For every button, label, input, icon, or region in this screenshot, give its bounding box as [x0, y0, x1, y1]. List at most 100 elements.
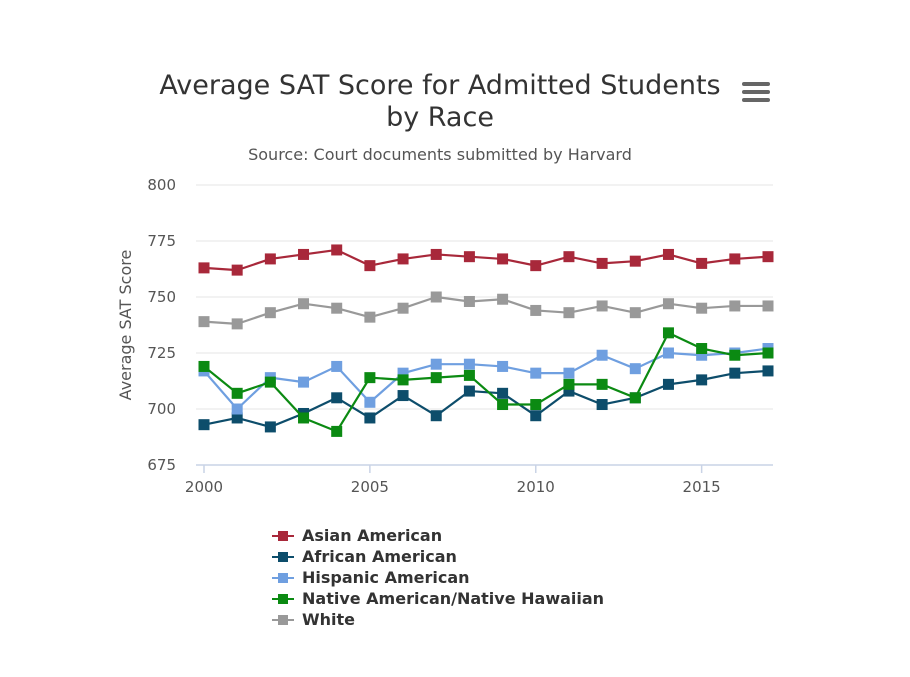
- data-point[interactable]: [497, 399, 509, 411]
- data-point[interactable]: [696, 343, 708, 355]
- data-point[interactable]: [463, 369, 475, 381]
- legend-item[interactable]: Asian American: [272, 525, 604, 546]
- data-point[interactable]: [662, 248, 674, 260]
- data-point[interactable]: [364, 372, 376, 384]
- series-2: [198, 343, 774, 415]
- data-point[interactable]: [563, 367, 575, 379]
- data-point[interactable]: [463, 295, 475, 307]
- legend-item[interactable]: White: [272, 609, 604, 630]
- data-point[interactable]: [231, 403, 243, 415]
- legend-symbol-icon: [272, 530, 294, 542]
- legend-item[interactable]: African American: [272, 546, 604, 567]
- data-point[interactable]: [264, 421, 276, 433]
- data-point[interactable]: [762, 347, 774, 359]
- data-point[interactable]: [596, 300, 608, 312]
- data-point[interactable]: [331, 360, 343, 372]
- data-point[interactable]: [662, 347, 674, 359]
- data-point[interactable]: [596, 349, 608, 361]
- data-point[interactable]: [430, 372, 442, 384]
- data-point[interactable]: [497, 360, 509, 372]
- data-point[interactable]: [364, 412, 376, 424]
- data-point[interactable]: [762, 251, 774, 263]
- data-point[interactable]: [463, 358, 475, 370]
- data-point[interactable]: [331, 302, 343, 314]
- legend-item[interactable]: Native American/Native Hawaiian: [272, 588, 604, 609]
- data-point[interactable]: [364, 260, 376, 272]
- data-point[interactable]: [198, 360, 210, 372]
- data-point[interactable]: [596, 257, 608, 269]
- hamburger-menu-icon[interactable]: [742, 82, 770, 106]
- data-point[interactable]: [264, 376, 276, 388]
- data-point[interactable]: [629, 307, 641, 319]
- data-point[interactable]: [231, 387, 243, 399]
- data-point[interactable]: [530, 410, 542, 422]
- data-point[interactable]: [563, 385, 575, 397]
- data-point[interactable]: [463, 385, 475, 397]
- data-point[interactable]: [198, 419, 210, 431]
- data-point[interactable]: [463, 251, 475, 263]
- y-tick-label: 800: [147, 176, 176, 194]
- series-line: [203, 347, 769, 411]
- data-point[interactable]: [662, 378, 674, 390]
- data-point[interactable]: [264, 253, 276, 265]
- data-point[interactable]: [331, 425, 343, 437]
- data-point[interactable]: [430, 248, 442, 260]
- data-point[interactable]: [198, 316, 210, 328]
- data-point[interactable]: [729, 253, 741, 265]
- data-point[interactable]: [629, 392, 641, 404]
- data-point[interactable]: [662, 298, 674, 310]
- legend-label: Asian American: [302, 526, 443, 545]
- data-point[interactable]: [430, 358, 442, 370]
- data-point[interactable]: [530, 260, 542, 272]
- data-point[interactable]: [397, 367, 409, 379]
- series-line: [203, 331, 769, 433]
- legend-item[interactable]: Hispanic American: [272, 567, 604, 588]
- data-point[interactable]: [497, 253, 509, 265]
- data-point[interactable]: [762, 300, 774, 312]
- data-point[interactable]: [298, 248, 310, 260]
- data-point[interactable]: [497, 293, 509, 305]
- data-point[interactable]: [298, 376, 310, 388]
- legend-label: Native American/Native Hawaiian: [302, 589, 605, 608]
- data-point[interactable]: [696, 257, 708, 269]
- data-point[interactable]: [530, 304, 542, 316]
- data-point[interactable]: [729, 367, 741, 379]
- data-point[interactable]: [563, 378, 575, 390]
- data-point[interactable]: [430, 291, 442, 303]
- data-point[interactable]: [397, 390, 409, 402]
- data-point[interactable]: [530, 367, 542, 379]
- data-point[interactable]: [231, 412, 243, 424]
- data-point[interactable]: [563, 307, 575, 319]
- data-point[interactable]: [696, 374, 708, 386]
- data-point[interactable]: [563, 251, 575, 263]
- data-point[interactable]: [729, 300, 741, 312]
- data-point[interactable]: [331, 392, 343, 404]
- data-point[interactable]: [696, 302, 708, 314]
- data-point[interactable]: [198, 262, 210, 274]
- data-point[interactable]: [364, 311, 376, 323]
- data-point[interactable]: [397, 302, 409, 314]
- data-point[interactable]: [298, 412, 310, 424]
- legend-label: Hispanic American: [302, 568, 470, 587]
- data-point[interactable]: [430, 410, 442, 422]
- data-point[interactable]: [629, 255, 641, 267]
- data-point[interactable]: [331, 244, 343, 256]
- data-point[interactable]: [231, 264, 243, 276]
- data-point[interactable]: [596, 399, 608, 411]
- data-point[interactable]: [397, 374, 409, 386]
- data-point[interactable]: [497, 387, 509, 399]
- data-point[interactable]: [530, 399, 542, 411]
- data-point[interactable]: [364, 396, 376, 408]
- data-point[interactable]: [662, 327, 674, 339]
- data-point[interactable]: [231, 318, 243, 330]
- data-point[interactable]: [264, 307, 276, 319]
- data-point[interactable]: [762, 365, 774, 377]
- data-point[interactable]: [729, 349, 741, 361]
- data-point[interactable]: [596, 378, 608, 390]
- data-point[interactable]: [696, 349, 708, 361]
- x-tick-label: 2000: [185, 478, 223, 496]
- data-point[interactable]: [397, 253, 409, 265]
- data-point[interactable]: [629, 363, 641, 375]
- data-point[interactable]: [298, 298, 310, 310]
